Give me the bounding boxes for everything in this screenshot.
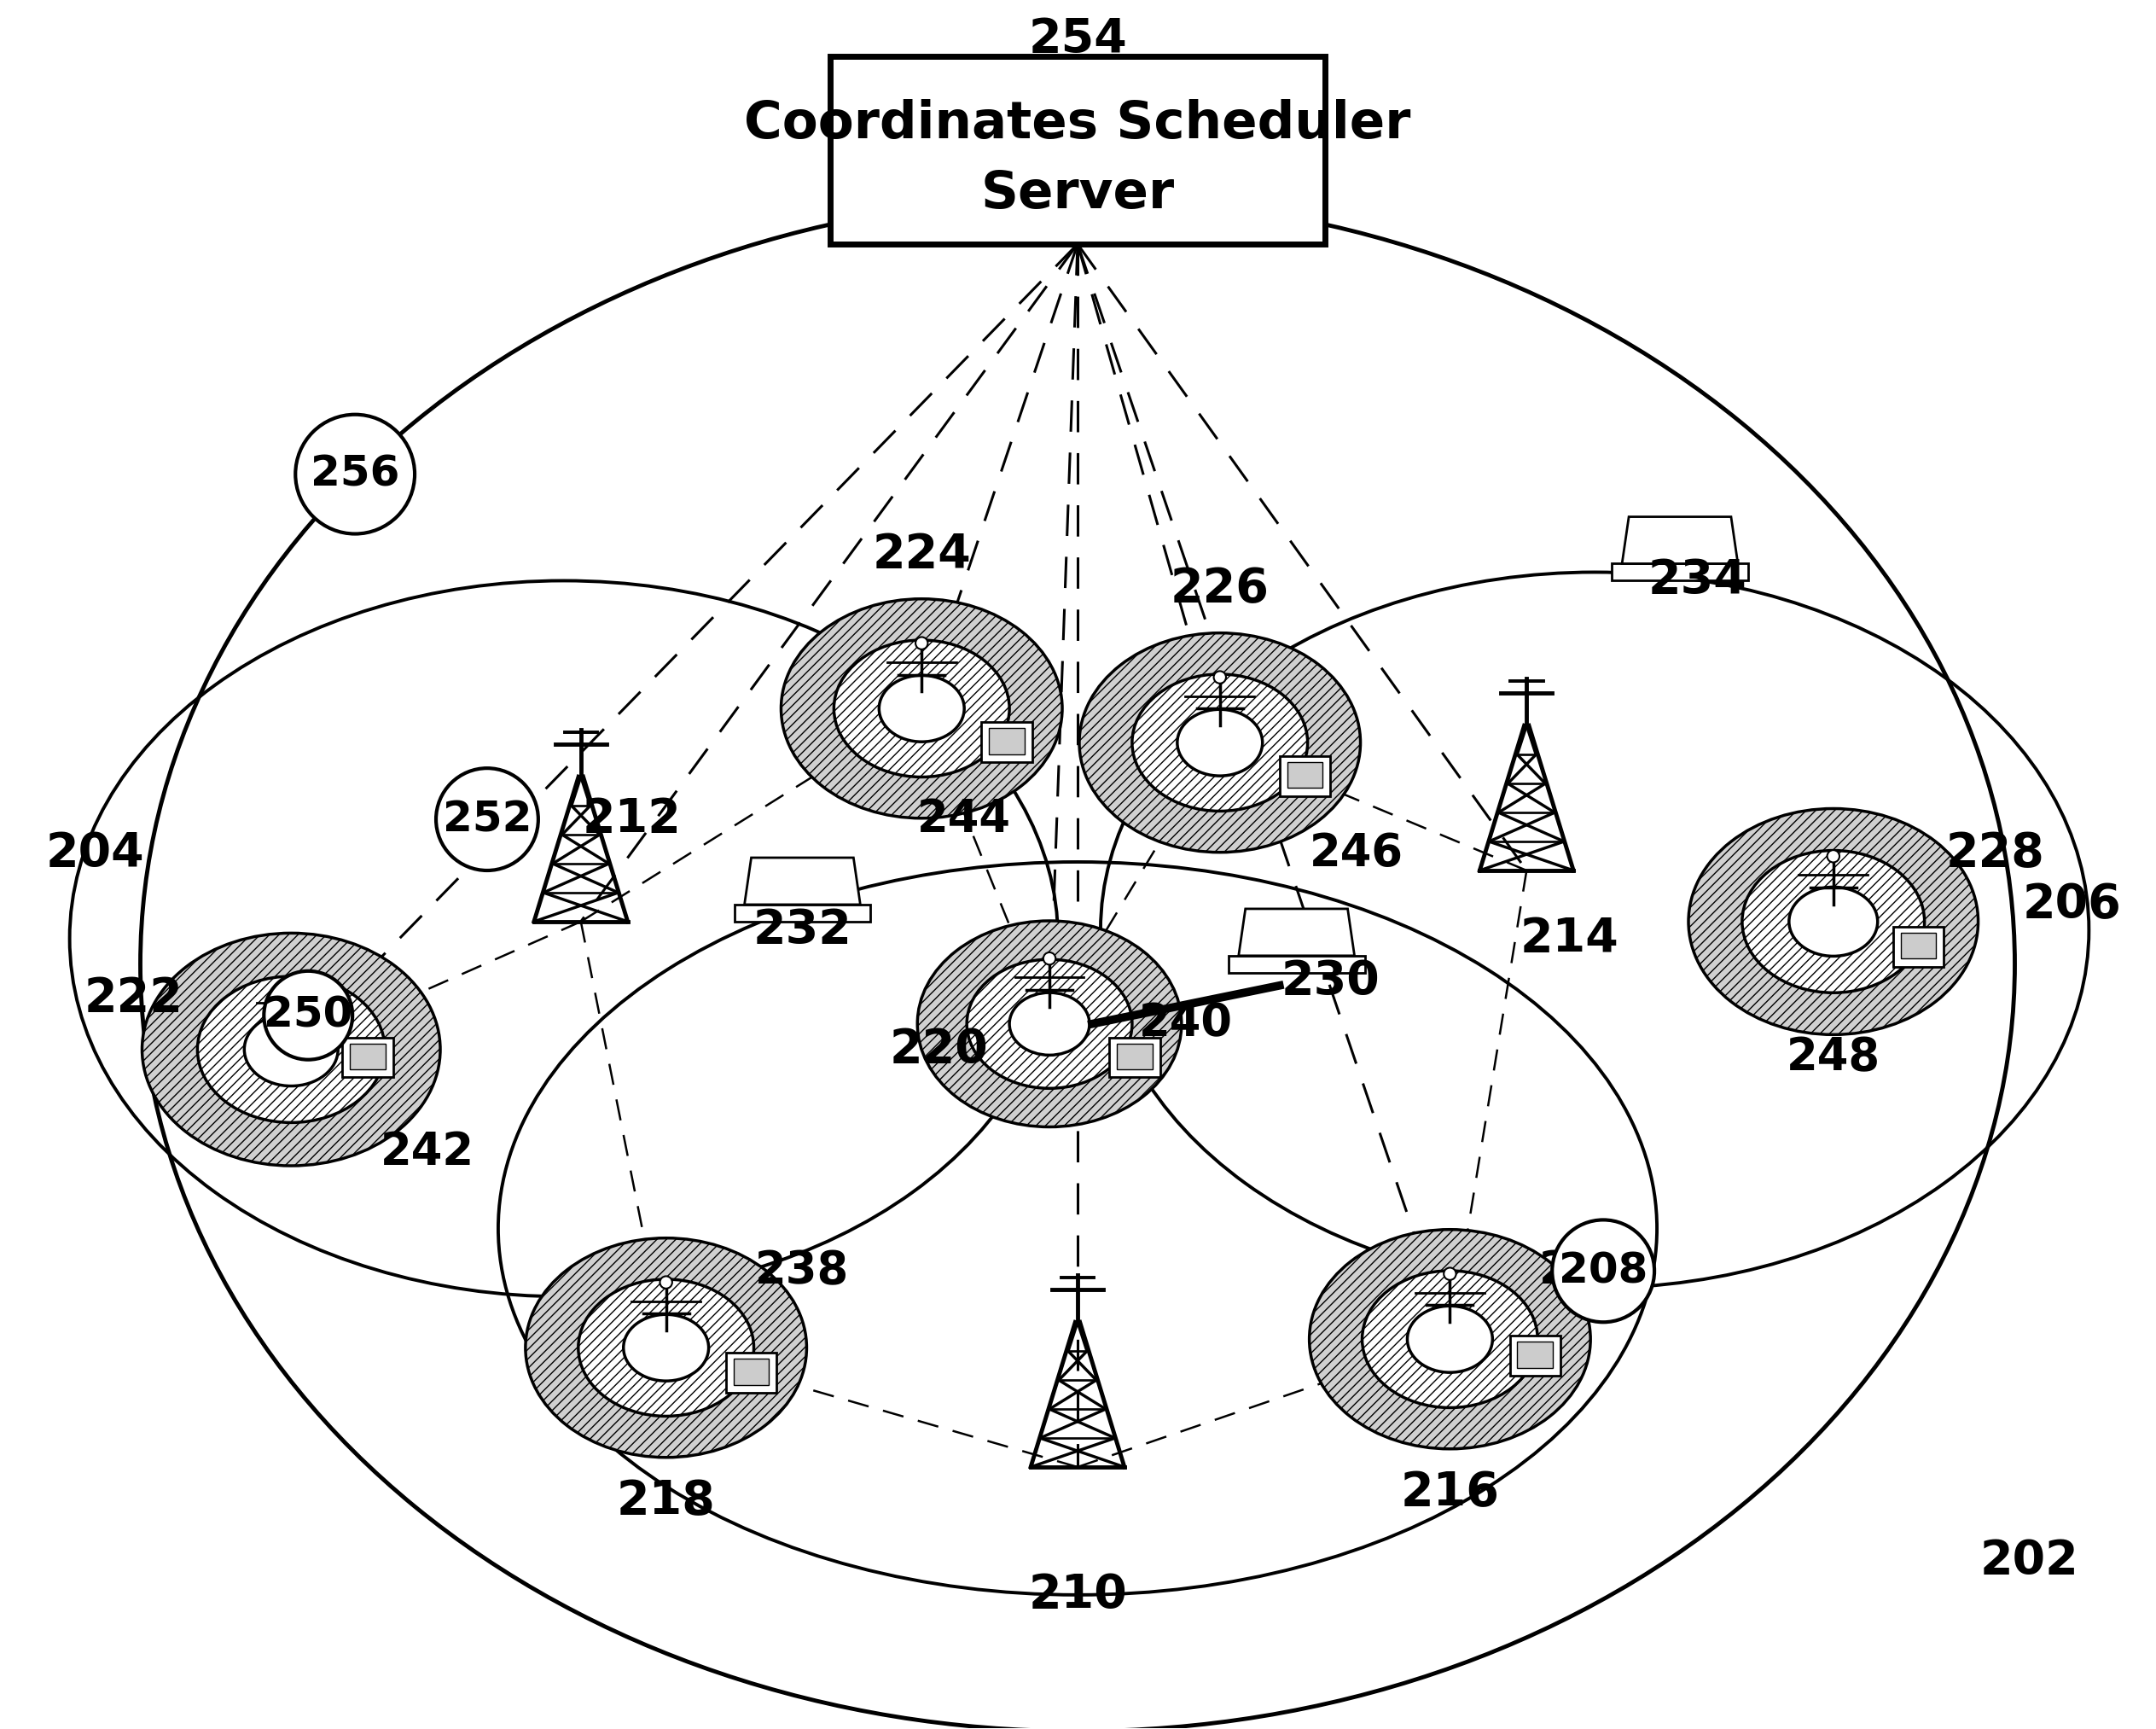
Ellipse shape [1789, 887, 1878, 956]
Circle shape [1826, 851, 1839, 863]
Text: 232: 232 [752, 908, 852, 953]
Ellipse shape [623, 1314, 709, 1381]
Ellipse shape [1363, 1271, 1537, 1407]
Text: 244: 244 [916, 797, 1011, 842]
Text: 218: 218 [617, 1478, 716, 1525]
Circle shape [916, 636, 927, 650]
Bar [1613, 564, 1749, 581]
Text: 230: 230 [1281, 958, 1380, 1005]
Ellipse shape [1742, 851, 1925, 992]
Bar [343, 1037, 392, 1077]
Ellipse shape [244, 1013, 338, 1086]
Text: 204: 204 [45, 830, 144, 877]
Bar [981, 723, 1033, 762]
Text: 242: 242 [379, 1129, 474, 1174]
Text: 254: 254 [1028, 17, 1128, 62]
Bar [1893, 927, 1945, 967]
Ellipse shape [1408, 1305, 1492, 1373]
Polygon shape [1621, 517, 1738, 564]
Polygon shape [1238, 909, 1354, 956]
Bar [733, 1359, 770, 1385]
Text: 224: 224 [873, 533, 970, 577]
Bar [735, 904, 871, 922]
Bar [990, 728, 1024, 754]
FancyBboxPatch shape [830, 57, 1324, 244]
Bar [1287, 762, 1324, 788]
Text: 202: 202 [1979, 1537, 2078, 1584]
Text: 206: 206 [2022, 882, 2122, 927]
Text: 234: 234 [1647, 558, 1746, 603]
Bar [1117, 1044, 1153, 1069]
Bar [1509, 1337, 1561, 1376]
Circle shape [285, 979, 298, 991]
Text: 214: 214 [1520, 916, 1619, 961]
Bar [1110, 1037, 1160, 1077]
Ellipse shape [966, 960, 1132, 1088]
Circle shape [1445, 1267, 1455, 1279]
Text: 250: 250 [263, 994, 354, 1036]
Ellipse shape [526, 1238, 806, 1458]
Ellipse shape [1132, 674, 1309, 811]
Text: 248: 248 [1787, 1036, 1880, 1081]
Ellipse shape [834, 640, 1009, 776]
Ellipse shape [198, 977, 386, 1122]
Ellipse shape [1177, 709, 1263, 776]
Ellipse shape [918, 922, 1181, 1127]
Text: 216: 216 [1401, 1470, 1498, 1516]
Text: 222: 222 [84, 975, 183, 1022]
Bar [1229, 956, 1365, 973]
Circle shape [1214, 671, 1227, 683]
Bar [727, 1352, 776, 1392]
Circle shape [660, 1276, 673, 1288]
Text: 236: 236 [1539, 1248, 1634, 1293]
Circle shape [263, 972, 354, 1060]
Bar [349, 1044, 386, 1069]
Circle shape [1552, 1221, 1654, 1323]
Ellipse shape [780, 598, 1063, 818]
Ellipse shape [1080, 633, 1360, 852]
Text: 226: 226 [1171, 565, 1270, 612]
Text: 238: 238 [755, 1248, 849, 1293]
Text: 256: 256 [310, 453, 399, 494]
Ellipse shape [578, 1279, 755, 1416]
Text: 252: 252 [442, 799, 533, 840]
Text: Coordinates Scheduler
Server: Coordinates Scheduler Server [744, 99, 1410, 220]
Ellipse shape [1309, 1229, 1591, 1449]
Ellipse shape [1688, 809, 1979, 1034]
Ellipse shape [142, 934, 440, 1165]
Ellipse shape [1009, 992, 1089, 1055]
Ellipse shape [880, 676, 964, 742]
Text: 228: 228 [1945, 830, 2044, 877]
Bar [1902, 932, 1936, 958]
Text: 208: 208 [1559, 1250, 1647, 1292]
Circle shape [295, 415, 414, 534]
Circle shape [436, 768, 539, 870]
Text: 210: 210 [1028, 1572, 1128, 1618]
Text: 246: 246 [1309, 832, 1404, 875]
Circle shape [1044, 953, 1056, 965]
Bar [1518, 1342, 1552, 1368]
Text: 220: 220 [888, 1027, 987, 1072]
Polygon shape [744, 858, 860, 904]
Bar [1281, 756, 1330, 795]
Text: 240: 240 [1138, 1001, 1233, 1046]
Text: 212: 212 [582, 797, 681, 842]
